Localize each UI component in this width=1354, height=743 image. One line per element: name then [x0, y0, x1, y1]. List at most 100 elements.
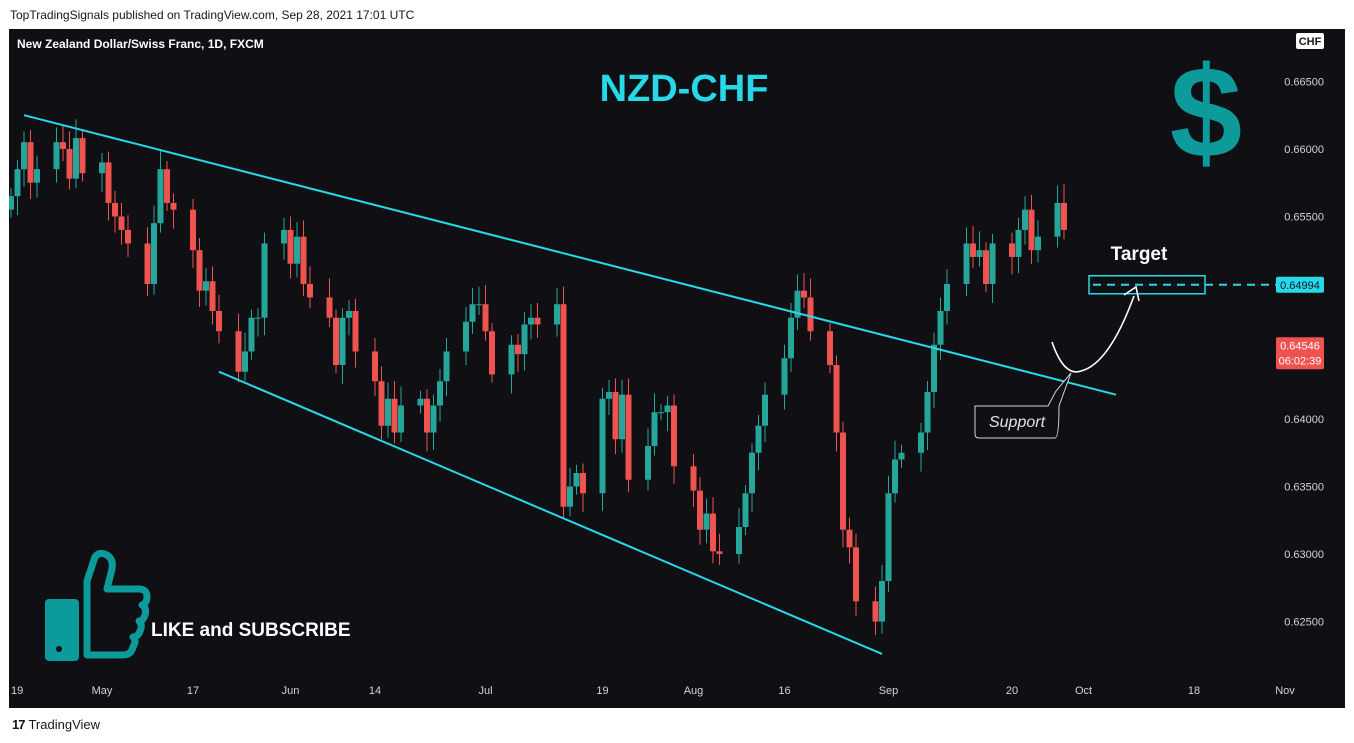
chart-svg: 0.665000.660000.655000.650000.645000.640…: [9, 33, 1324, 697]
candle: [53, 127, 60, 183]
candle-body: [489, 331, 495, 375]
x-tick-label: May: [92, 685, 113, 697]
candle: [840, 421, 846, 548]
candle-body: [190, 209, 196, 251]
candle-body: [326, 297, 333, 318]
candle: [788, 302, 794, 372]
candle-body: [242, 351, 248, 372]
candle-body: [391, 398, 398, 433]
candle: [924, 381, 931, 451]
candle: [216, 294, 222, 344]
candle-body: [1028, 209, 1035, 251]
candle-body: [742, 493, 749, 528]
candle: [697, 477, 703, 545]
candle-body: [248, 317, 255, 352]
candle-body: [651, 412, 658, 446]
candle-body: [606, 391, 612, 399]
candle: [398, 386, 404, 442]
candle: [664, 396, 671, 432]
candle-body: [645, 445, 651, 480]
candle: [534, 302, 541, 338]
candle: [651, 393, 658, 456]
candle: [60, 125, 66, 162]
candle: [1028, 194, 1035, 264]
candle: [963, 227, 970, 297]
candle: [261, 232, 268, 336]
candle: [612, 378, 619, 455]
candle: [976, 231, 983, 267]
candle: [476, 286, 482, 316]
candle-body: [430, 405, 437, 433]
candle-body: [352, 310, 359, 352]
chart-area[interactable]: 0.665000.660000.655000.650000.645000.640…: [9, 29, 1345, 708]
candle-body: [424, 398, 430, 433]
candle-body: [892, 459, 898, 494]
candle: [112, 190, 118, 233]
dollar-sign-icon: $: [1170, 39, 1242, 185]
candle-body: [807, 297, 814, 332]
candle-body: [339, 317, 346, 365]
support-callout: [974, 372, 1072, 439]
candle-body: [463, 321, 469, 352]
x-tick-label: Sep: [879, 685, 899, 697]
candle-body: [1022, 209, 1028, 230]
candle: [1022, 196, 1028, 245]
candle: [827, 323, 833, 374]
candle-body: [989, 243, 996, 284]
candle: [898, 444, 905, 468]
candle-body: [372, 351, 378, 382]
candle: [833, 355, 840, 452]
candle: [9, 188, 14, 218]
candle: [118, 202, 125, 245]
candle-body: [21, 142, 27, 170]
arrow-head-icon: [1123, 285, 1140, 302]
candle: [983, 242, 989, 293]
axis-layer: 0.665000.660000.655000.650000.645000.640…: [11, 33, 1324, 697]
candle: [1009, 232, 1015, 275]
candle: [326, 278, 333, 328]
candle-body: [521, 324, 528, 355]
candle-body: [125, 229, 131, 244]
candle: [417, 390, 424, 414]
candle: [248, 309, 255, 360]
candle: [918, 423, 924, 472]
candle-body: [157, 169, 164, 224]
candle-body: [749, 452, 755, 494]
candle: [580, 463, 586, 513]
candle: [463, 306, 469, 365]
candle: [749, 443, 755, 513]
candle-body: [937, 310, 944, 345]
candle-body: [976, 250, 983, 257]
candle-body: [840, 432, 846, 530]
candle-body: [898, 452, 905, 460]
candle-body: [599, 398, 606, 494]
y-tick-label: 0.63000: [1284, 549, 1324, 561]
candle-body: [1009, 243, 1015, 257]
candle-body: [60, 142, 66, 149]
candle-body: [879, 581, 885, 622]
candle: [606, 379, 612, 415]
candle: [944, 269, 950, 325]
candle-body: [983, 250, 989, 284]
candle-body: [378, 381, 385, 426]
candle-body: [307, 283, 313, 298]
y-tick-label: 0.65500: [1284, 211, 1324, 223]
candle-body: [508, 344, 515, 375]
candle-body: [196, 250, 203, 291]
candle: [14, 159, 21, 216]
candle-body: [554, 304, 560, 325]
candle-body: [924, 391, 931, 433]
candle-body: [970, 243, 976, 257]
candle: [372, 337, 378, 397]
candle-body: [690, 466, 697, 491]
candle: [742, 485, 749, 536]
candle: [1015, 217, 1022, 274]
candle: [164, 161, 170, 212]
candle-body: [417, 398, 424, 406]
candle: [781, 344, 788, 410]
candle: [645, 428, 651, 491]
chart-title: NZD-CHF: [600, 68, 769, 110]
tradingview-footer[interactable]: 17 TradingView: [12, 717, 100, 732]
candle: [599, 387, 606, 511]
candle: [489, 323, 495, 383]
